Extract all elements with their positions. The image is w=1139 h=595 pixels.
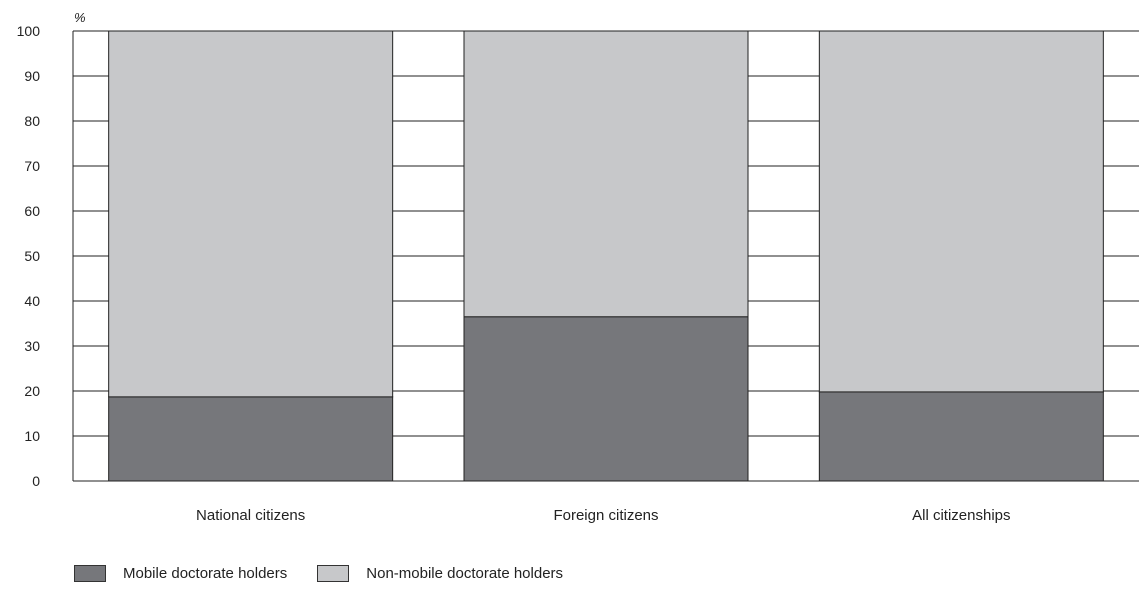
bars <box>108 30 1104 482</box>
y-tick-label-100: 100 <box>17 23 41 39</box>
legend-item-mobile: Mobile doctorate holders <box>74 565 287 582</box>
legend-swatch-non-mobile <box>317 565 350 582</box>
y-tick-label-20: 20 <box>24 383 40 399</box>
y-axis-unit-label: % <box>74 10 86 25</box>
y-tick-labels: 0 10 20 30 40 50 60 70 80 90 100 <box>17 23 41 489</box>
y-tick-label-70: 70 <box>24 158 40 174</box>
y-tick-label-0: 0 <box>32 473 40 489</box>
y-tick-label-10: 10 <box>24 428 40 444</box>
category-label-2: All citizenships <box>912 507 1010 524</box>
y-tick-label-80: 80 <box>24 113 40 129</box>
bar-mobile-0 <box>108 396 394 482</box>
axes <box>72 31 1139 482</box>
bar-mobile-2 <box>818 391 1104 482</box>
legend-swatch-mobile <box>74 565 106 582</box>
y-tick-label-40: 40 <box>24 293 40 309</box>
y-tick-label-90: 90 <box>24 68 40 84</box>
category-labels: National citizens Foreign citizens All cit… <box>196 507 1010 524</box>
y-tick-label-60: 60 <box>24 203 40 219</box>
legend-label-non-mobile: Non-mobile doctorate holders <box>366 565 564 582</box>
bar-non-mobile-0 <box>108 30 394 398</box>
legend: Mobile doctorate holders Non-mobile doct… <box>74 565 593 582</box>
legend-item-non-mobile: Non-mobile doctorate holders <box>317 565 563 582</box>
bar-mobile-1 <box>463 316 749 482</box>
category-label-1: Foreign citizens <box>553 507 658 524</box>
y-tick-label-30: 30 <box>24 338 40 354</box>
legend-label-mobile: Mobile doctorate holders <box>123 565 288 582</box>
y-tick-label-50: 50 <box>24 248 40 264</box>
category-label-0: National citizens <box>196 507 305 524</box>
bar-non-mobile-1 <box>463 30 749 318</box>
stacked-bar-chart: % 0 10 20 30 40 50 60 70 80 90 100 National citize… <box>17 10 1139 524</box>
bar-non-mobile-2 <box>818 30 1104 393</box>
